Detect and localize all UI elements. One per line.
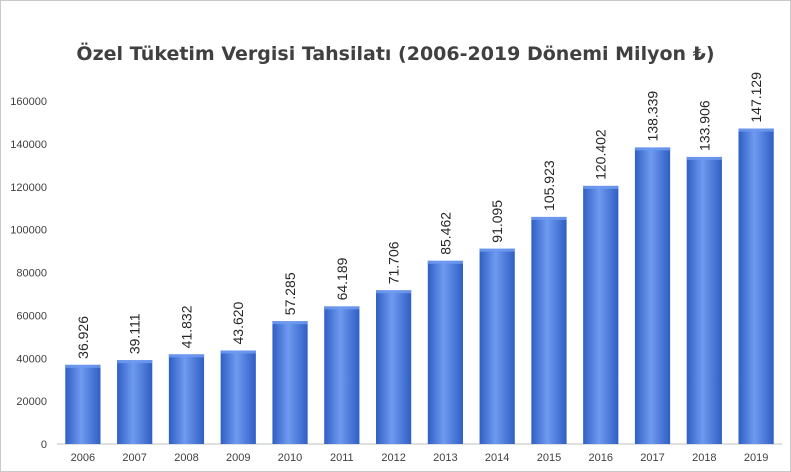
bar-top-highlight <box>427 260 463 264</box>
bar-top-highlight <box>376 290 412 294</box>
y-tick-label: 60000 <box>16 310 47 322</box>
data-label: 39.111 <box>127 313 143 354</box>
bar-top-highlight <box>168 354 205 358</box>
chart-title: Özel Tüketim Vergisi Tahsilatı (2006-201… <box>76 43 715 65</box>
data-label: 147.129 <box>748 72 764 123</box>
x-tick-label: 2018 <box>692 452 716 464</box>
bar-top-highlight <box>531 216 567 220</box>
bar-2011 <box>324 306 360 444</box>
x-tick-label: 2019 <box>744 452 768 464</box>
x-tick-label: 2015 <box>537 452 561 464</box>
x-tick-label: 2008 <box>174 452 198 464</box>
bar-top-highlight <box>117 360 153 364</box>
bar-2018 <box>686 156 722 444</box>
bar-2010 <box>272 321 308 444</box>
x-tick-label: 2013 <box>433 452 457 464</box>
y-tick-label: 160000 <box>10 96 47 108</box>
y-tick-label: 0 <box>41 439 47 451</box>
bar-2006 <box>65 364 101 444</box>
bar-2012 <box>376 290 412 444</box>
y-tick-label: 120000 <box>10 182 47 194</box>
data-label: 85.462 <box>437 212 453 255</box>
bar-2014 <box>479 248 515 444</box>
bar-top-highlight <box>479 248 515 252</box>
bar-2008 <box>168 354 205 444</box>
bar-2016 <box>583 185 619 444</box>
y-tick-label: 100000 <box>10 225 47 237</box>
bar-top-highlight <box>324 306 360 310</box>
data-label: 133.906 <box>696 100 712 151</box>
data-label: 120.402 <box>593 129 609 180</box>
data-label: 43.620 <box>230 301 246 344</box>
x-tick-label: 2007 <box>122 452 146 464</box>
data-label: 105.923 <box>541 160 557 211</box>
x-tick-label: 2006 <box>71 452 95 464</box>
bar-2019 <box>738 128 774 444</box>
data-label: 91.095 <box>489 200 505 243</box>
x-tick-label: 2009 <box>226 452 250 464</box>
x-tick-label: 2016 <box>589 452 613 464</box>
data-label: 64.189 <box>334 257 350 300</box>
x-tick-label: 2012 <box>381 452 405 464</box>
x-tick-label: 2017 <box>640 452 664 464</box>
data-label: 36.926 <box>75 316 91 359</box>
data-label: 57.285 <box>282 272 298 315</box>
y-tick-label: 20000 <box>16 396 47 408</box>
bar-2015 <box>531 216 567 444</box>
bar-top-highlight <box>583 185 619 189</box>
x-tick-label: 2014 <box>485 452 509 464</box>
bar-2009 <box>220 350 256 444</box>
bar-top-highlight <box>272 321 308 325</box>
data-label: 138.339 <box>645 91 661 142</box>
y-tick-label: 80000 <box>16 268 47 280</box>
bar-top-highlight <box>738 128 774 132</box>
bar-top-highlight <box>65 364 101 368</box>
bar-top-highlight <box>634 147 671 151</box>
bar-2017 <box>634 147 671 444</box>
bar-2007 <box>117 360 153 444</box>
y-tick-label: 40000 <box>16 353 47 365</box>
bar-2013 <box>427 260 463 444</box>
x-tick-label: 2010 <box>278 452 302 464</box>
y-tick-label: 140000 <box>10 139 47 151</box>
data-label: 41.832 <box>178 305 194 348</box>
bar-top-highlight <box>686 156 722 160</box>
bar-top-highlight <box>220 350 256 354</box>
x-tick-label: 2011 <box>330 452 354 464</box>
data-label: 71.706 <box>386 241 402 284</box>
